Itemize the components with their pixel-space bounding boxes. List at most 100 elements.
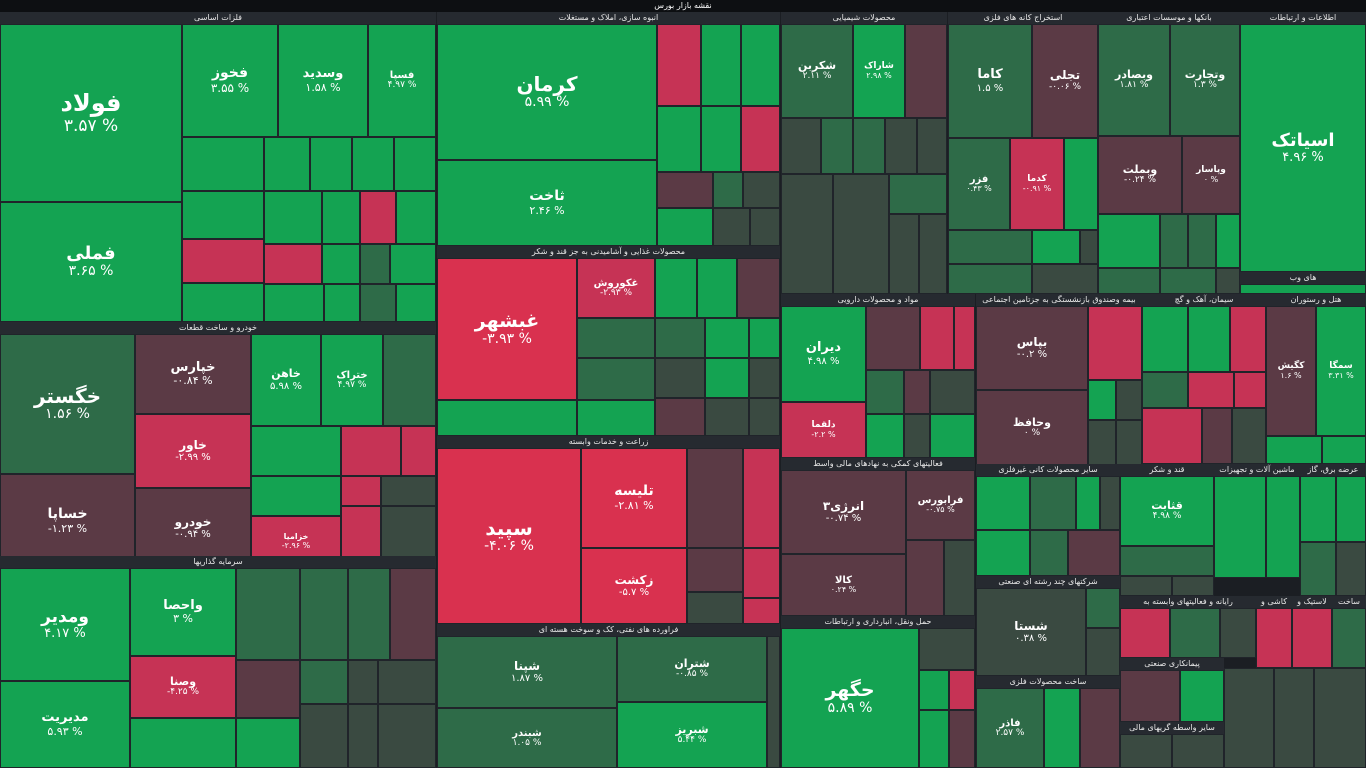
tile-khodro[interactable]: خودرو -۰.۹۴ % [135, 488, 251, 568]
tile-small[interactable] [360, 191, 396, 244]
tile-small[interactable] [743, 548, 780, 598]
tile-small[interactable] [705, 398, 749, 436]
tile-small[interactable] [1120, 670, 1180, 722]
tile-small[interactable] [1098, 268, 1160, 294]
tile-foolad[interactable]: فولاد ۳.۵۷ % [0, 24, 182, 202]
tile-small[interactable] [833, 174, 889, 294]
tile-ghakoorosh[interactable]: غکوروش -۲.۹۳ % [577, 258, 655, 318]
tile-small[interactable] [976, 476, 1030, 530]
tile-small[interactable] [713, 172, 743, 208]
tile-khasapa[interactable]: خساپا -۱.۲۳ % [0, 474, 135, 568]
tile-small[interactable] [1336, 476, 1366, 542]
tile-small[interactable] [657, 172, 713, 208]
tile-small[interactable] [821, 118, 853, 174]
tile-small[interactable] [1088, 420, 1116, 466]
tile-small[interactable] [1160, 214, 1188, 268]
tile-small[interactable] [1188, 214, 1216, 268]
tile-ghesabet[interactable]: قثابت ۴.۹۸ % [1120, 476, 1214, 546]
tile-shasta[interactable]: شستا ۰.۳۸ % [976, 588, 1086, 676]
tile-small[interactable] [853, 118, 885, 174]
tile-small[interactable] [657, 208, 713, 246]
tile-small[interactable] [182, 191, 264, 239]
tile-small[interactable] [1160, 268, 1216, 294]
tile-vatejarat[interactable]: وتجارت ۱.۳ % [1170, 24, 1240, 136]
tile-small[interactable] [182, 283, 264, 322]
tile-small[interactable] [251, 476, 341, 516]
tile-small[interactable] [1100, 476, 1120, 530]
tile-small[interactable] [1116, 420, 1142, 466]
tile-small[interactable] [949, 710, 975, 768]
tile-fazar[interactable]: فزر ۰.۴۳ % [948, 138, 1010, 230]
tile-small[interactable] [1240, 284, 1366, 294]
tile-small[interactable] [920, 306, 954, 370]
tile-vapasar[interactable]: وپاسار ۰ % [1182, 136, 1240, 214]
tile-small[interactable] [781, 118, 821, 174]
tile-small[interactable] [1300, 476, 1336, 542]
tile-small[interactable] [1080, 688, 1120, 768]
tile-khavar[interactable]: خاور -۲.۹۹ % [135, 414, 251, 488]
tile-small[interactable] [1064, 138, 1098, 230]
tile-small[interactable] [1180, 670, 1224, 722]
tile-small[interactable] [657, 106, 701, 172]
tile-small[interactable] [348, 660, 378, 704]
tile-small[interactable] [1214, 476, 1266, 578]
tile-small[interactable] [1188, 306, 1230, 372]
tile-small[interactable] [930, 370, 975, 414]
tile-shebandar[interactable]: شبندر ۱.۰۵ % [437, 708, 617, 768]
tile-small[interactable] [390, 244, 436, 284]
tile-small[interactable] [1266, 476, 1300, 578]
tile-small[interactable] [705, 318, 749, 358]
tile-vahafez[interactable]: وحافظ ۰ % [976, 390, 1088, 466]
tile-small[interactable] [378, 704, 436, 768]
tile-small[interactable] [1086, 588, 1120, 628]
tile-vahesa[interactable]: واحصا ۳ % [130, 568, 236, 656]
tile-small[interactable] [324, 284, 360, 322]
tile-small[interactable] [749, 358, 780, 398]
tile-small[interactable] [1030, 476, 1076, 530]
tile-fakher[interactable]: فاذر ۲.۵۷ % [976, 688, 1044, 768]
tile-small[interactable] [919, 214, 947, 294]
tile-small[interactable] [322, 244, 360, 284]
tile-small[interactable] [236, 718, 300, 768]
tile-small[interactable] [1202, 408, 1232, 464]
tile-modiriat[interactable]: مدیریت ۵.۹۳ % [0, 681, 130, 768]
tile-small[interactable] [750, 208, 780, 246]
tile-small[interactable] [1216, 268, 1240, 294]
tile-small[interactable] [741, 106, 780, 172]
tile-small[interactable] [264, 191, 322, 244]
tile-semga[interactable]: سمگا ۳.۳۱ % [1316, 306, 1366, 436]
tile-small[interactable] [1314, 668, 1366, 768]
tile-small[interactable] [1224, 668, 1274, 768]
tile-small[interactable] [749, 318, 780, 358]
tile-small[interactable] [1030, 530, 1068, 576]
tile-small[interactable] [577, 400, 655, 436]
tile-small[interactable] [437, 400, 577, 436]
tile-small[interactable] [1032, 230, 1080, 264]
tile-small[interactable] [1256, 608, 1292, 668]
tile-small[interactable] [1080, 230, 1098, 264]
tile-small[interactable] [948, 264, 1032, 294]
tile-vabemelat[interactable]: وبملت -۰.۲۴ % [1098, 136, 1182, 214]
tile-small[interactable] [1274, 668, 1314, 768]
tile-small[interactable] [577, 358, 655, 400]
tile-small[interactable] [781, 174, 833, 294]
tile-sakht[interactable]: ثاخت ۲.۴۶ % [437, 160, 657, 246]
tile-small[interactable] [889, 174, 947, 214]
tile-small[interactable] [1044, 688, 1080, 768]
tile-small[interactable] [1322, 436, 1366, 464]
tile-small[interactable] [749, 398, 780, 436]
tile-small[interactable] [737, 258, 780, 318]
tile-kama[interactable]: کاما ۱.۵ % [948, 24, 1032, 138]
tile-small[interactable] [182, 239, 264, 283]
tile-small[interactable] [743, 598, 780, 624]
tile-farabours[interactable]: فرابورس -۰.۷۵ % [906, 470, 975, 540]
tile-small[interactable] [264, 137, 310, 191]
tile-small[interactable] [1116, 380, 1142, 420]
tile-small[interactable] [767, 636, 780, 768]
tile-small[interactable] [944, 540, 975, 616]
tile-small[interactable] [300, 568, 348, 660]
tile-small[interactable] [236, 568, 300, 660]
tile-small[interactable] [348, 568, 390, 660]
tile-small[interactable] [1088, 380, 1116, 420]
tile-bepas[interactable]: بپاس -۰.۲ % [976, 306, 1088, 390]
